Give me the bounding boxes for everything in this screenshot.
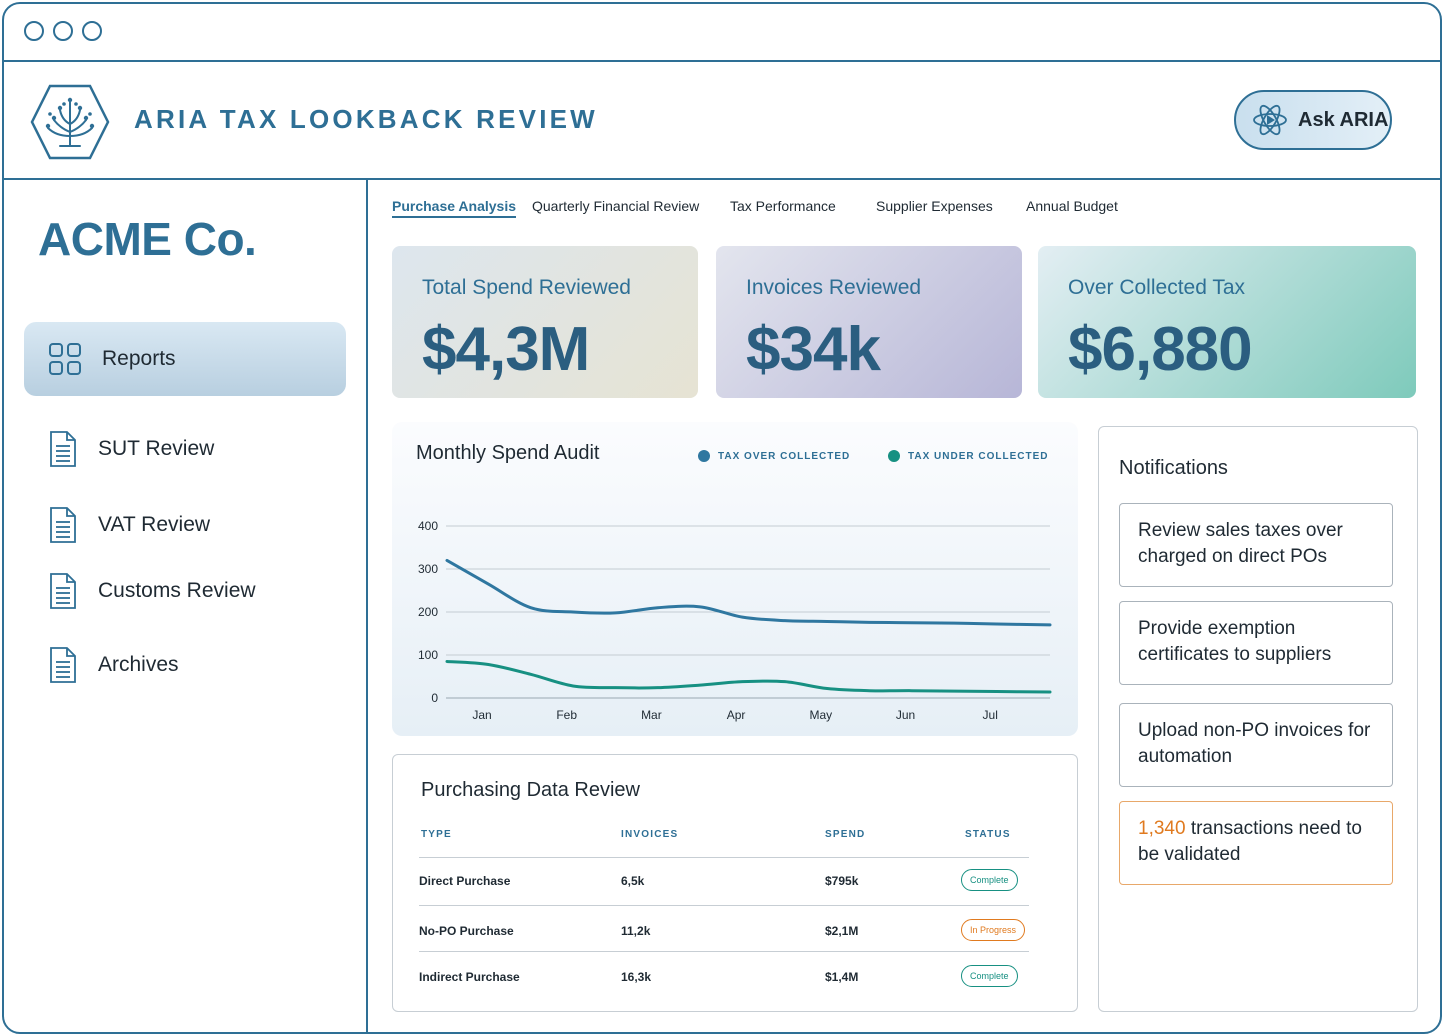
- status-badge: Complete: [961, 869, 1018, 891]
- document-icon: [50, 573, 76, 609]
- stat-value: $4,3M: [422, 315, 590, 384]
- company-name: ACME Co.: [38, 213, 257, 265]
- notification-text: transactions need to be validated: [1138, 818, 1362, 865]
- column-header-spend: SPEND: [825, 829, 866, 840]
- atom-icon: [1253, 104, 1287, 136]
- sidebar-item-label: SUT Review: [98, 437, 215, 460]
- status-badge: In Progress: [961, 919, 1026, 941]
- x-tick-label: Apr: [727, 708, 746, 722]
- table-title: Purchasing Data Review: [421, 779, 640, 801]
- stat-value: $34k: [746, 315, 881, 384]
- line-chart: 0 100 200 300 400 Jan Feb Mar Apr May Jun Jul: [418, 519, 1052, 722]
- sidebar-item-customs-review[interactable]: Customs Review: [24, 554, 346, 628]
- cell-invoices: 11,2k: [621, 924, 651, 938]
- sidebar-item-label: Customs Review: [98, 579, 256, 602]
- table-row[interactable]: No-PO Purchase 11,2k $2,1M In Progress: [419, 905, 1029, 953]
- legend-dot: [698, 450, 710, 462]
- tab-quarterly-financial-review[interactable]: Quarterly Financial Review: [532, 198, 700, 214]
- stat-label: Over Collected Tax: [1068, 276, 1246, 299]
- chart-title: Monthly Spend Audit: [416, 442, 600, 464]
- app-header: ARIA TAX LOOKBACK REVIEW Ask ARIA: [4, 62, 1440, 180]
- table-row[interactable]: Direct Purchase 6,5k $795k Complete: [419, 857, 1029, 905]
- tree-logo-icon: [30, 84, 110, 160]
- x-tick-label: Jan: [472, 708, 491, 722]
- notification-item-alert[interactable]: 1,340 transactions need to be validated: [1119, 801, 1393, 885]
- stat-card-over-collected-tax: Over Collected Tax $6,880: [1038, 246, 1416, 398]
- series-line-tax-over-collected: [445, 558, 1052, 627]
- notification-count: 1,340: [1138, 818, 1186, 839]
- cell-type: Indirect Purchase: [419, 970, 520, 984]
- legend-label: TAX UNDER COLLECTED: [908, 450, 1049, 462]
- stat-label: Total Spend Reviewed: [422, 276, 631, 299]
- window-titlebar: [4, 4, 1440, 62]
- grid-icon: [49, 343, 81, 375]
- document-icon: [50, 431, 76, 467]
- x-tick-label: Feb: [556, 708, 577, 722]
- notification-item[interactable]: Provide exemption certificates to suppli…: [1119, 601, 1393, 685]
- cell-spend: $795k: [825, 874, 859, 888]
- notifications-title: Notifications: [1119, 457, 1228, 479]
- y-tick-label: 0: [431, 691, 438, 705]
- cell-type: No-PO Purchase: [419, 924, 514, 938]
- notification-item[interactable]: Upload non-PO invoices for automation: [1119, 703, 1393, 787]
- legend-dot: [888, 450, 900, 462]
- column-header-status: STATUS: [965, 829, 1011, 840]
- cell-spend: $2,1M: [825, 924, 859, 938]
- main-content: Purchase Analysis Quarterly Financial Re…: [368, 180, 1440, 1032]
- tab-supplier-expenses[interactable]: Supplier Expenses: [876, 198, 993, 214]
- series-line-tax-under-collected: [445, 659, 1052, 694]
- sidebar-item-label: Reports: [102, 347, 176, 370]
- document-icon: [50, 507, 76, 543]
- y-tick-label: 300: [418, 562, 438, 576]
- notification-item[interactable]: Review sales taxes over charged on direc…: [1119, 503, 1393, 587]
- stat-label: Invoices Reviewed: [746, 276, 922, 299]
- tab-annual-budget[interactable]: Annual Budget: [1026, 198, 1118, 214]
- sidebar-item-label: VAT Review: [98, 513, 211, 536]
- legend-label: TAX OVER COLLECTED: [718, 450, 851, 462]
- tab-purchase-analysis[interactable]: Purchase Analysis: [392, 198, 516, 218]
- y-tick-label: 100: [418, 648, 438, 662]
- sidebar-item-label: Archives: [98, 653, 179, 676]
- window-maximize-dot[interactable]: [82, 21, 102, 41]
- app-title: ARIA TAX LOOKBACK REVIEW: [134, 104, 598, 134]
- y-tick-label: 200: [418, 605, 438, 619]
- legend-item-over-collected: TAX OVER COLLECTED: [698, 450, 850, 462]
- column-header-type: TYPE: [421, 829, 452, 840]
- x-tick-label: May: [809, 708, 832, 722]
- ask-aria-button[interactable]: Ask ARIA: [1234, 90, 1392, 150]
- cell-invoices: 6,5k: [621, 874, 645, 888]
- stat-card-total-spend: Total Spend Reviewed $4,3M: [392, 246, 698, 398]
- cell-spend: $1,4M: [825, 970, 859, 984]
- monthly-spend-chart-card: 0 100 200 300 400 Jan Feb Mar Apr May Jun Jul Month…: [392, 422, 1078, 736]
- notifications-panel: Notifications Review sales taxes over ch…: [1098, 426, 1418, 1012]
- x-tick-label: Mar: [641, 708, 662, 722]
- column-header-invoices: INVOICES: [621, 829, 679, 840]
- stat-value: $6,880: [1068, 315, 1253, 384]
- window-minimize-dot[interactable]: [53, 21, 73, 41]
- sidebar-item-reports[interactable]: Reports: [24, 322, 346, 396]
- status-badge: Complete: [961, 965, 1018, 987]
- x-tick-label: Jun: [896, 708, 915, 722]
- sidebar: ACME Co. Reports SUT Review: [4, 180, 368, 1032]
- stat-card-invoices-reviewed: Invoices Reviewed $34k: [716, 246, 1022, 398]
- window-close-dot[interactable]: [24, 21, 44, 41]
- sidebar-item-vat-review[interactable]: VAT Review: [24, 488, 346, 562]
- y-tick-label: 400: [418, 519, 438, 533]
- x-tick-label: Jul: [983, 708, 998, 722]
- cell-invoices: 16,3k: [621, 970, 652, 984]
- table-row[interactable]: Indirect Purchase 16,3k $1,4M Complete: [419, 951, 1029, 999]
- document-icon: [50, 647, 76, 683]
- sidebar-item-sut-review[interactable]: SUT Review: [24, 412, 346, 486]
- tab-tax-performance[interactable]: Tax Performance: [730, 198, 836, 214]
- cell-type: Direct Purchase: [419, 874, 511, 888]
- ask-aria-label: Ask ARIA: [1298, 108, 1389, 131]
- sidebar-item-archives[interactable]: Archives: [24, 628, 346, 702]
- legend-item-under-collected: TAX UNDER COLLECTED: [888, 450, 1048, 462]
- purchasing-data-table-card: Purchasing Data Review TYPE INVOICES SPE…: [392, 754, 1078, 1012]
